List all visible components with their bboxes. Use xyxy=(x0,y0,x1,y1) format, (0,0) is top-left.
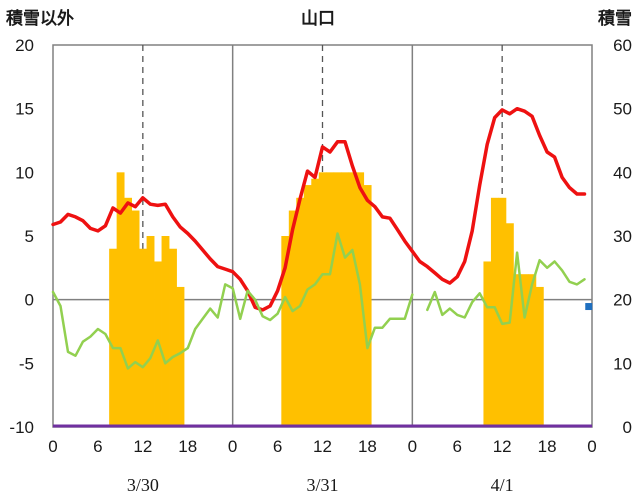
snow-bar xyxy=(333,172,342,427)
snow-bar xyxy=(341,172,350,427)
snow-bar xyxy=(363,185,372,427)
left-tick-label: 20 xyxy=(15,36,34,55)
right-axis-label: 積雪 xyxy=(598,8,632,29)
green-series-line xyxy=(426,251,586,326)
right-tick-label: 60 xyxy=(613,36,632,55)
snow-bar xyxy=(296,197,305,427)
snow-bar xyxy=(513,274,522,427)
snow-bar xyxy=(146,236,155,427)
x-tick-label: 0 xyxy=(408,437,417,456)
snow-bar xyxy=(498,197,507,427)
x-tick-label: 12 xyxy=(313,437,332,456)
left-tick-label: -10 xyxy=(9,418,34,437)
x-tick-label: 6 xyxy=(273,437,282,456)
left-tick-label: 15 xyxy=(15,100,34,119)
snow-bar xyxy=(348,172,357,427)
day-labels: 3/30 3/31 4/1 xyxy=(127,475,514,495)
left-tick-label: -5 xyxy=(19,354,34,373)
right-tick-label: 20 xyxy=(613,291,632,310)
snow-bar xyxy=(505,223,514,427)
snow-bar xyxy=(161,236,170,427)
day-label: 3/31 xyxy=(306,475,338,495)
x-tick-label: 0 xyxy=(587,437,596,456)
right-tick-label: 10 xyxy=(613,354,632,373)
red-series-line xyxy=(51,106,587,312)
snow-bar xyxy=(528,274,537,427)
snow-bar xyxy=(311,178,320,427)
series-lines xyxy=(51,106,593,428)
right-tick-labels: 60 50 40 30 20 10 0 xyxy=(613,36,632,437)
right-tick-label: 0 xyxy=(623,418,632,437)
snow-bar xyxy=(131,210,140,427)
left-tick-label: 5 xyxy=(25,227,34,246)
x-tick-label: 12 xyxy=(133,437,152,456)
snow-bar xyxy=(169,248,177,427)
marker-point xyxy=(585,303,593,311)
right-tick-label: 30 xyxy=(613,227,632,246)
snow-bar xyxy=(116,172,125,427)
snow-bar xyxy=(288,210,297,427)
x-tick-label: 0 xyxy=(48,437,57,456)
right-tick-label: 40 xyxy=(613,163,632,182)
snow-bar xyxy=(356,172,365,427)
left-tick-labels: 20 15 10 5 0 -5 -10 xyxy=(9,36,34,437)
green-series-line xyxy=(51,232,414,370)
snow-bar xyxy=(139,248,147,427)
snow-bar xyxy=(535,286,544,427)
x-tick-label: 18 xyxy=(358,437,377,456)
snow-bar xyxy=(109,248,118,427)
snow-bar xyxy=(176,286,185,427)
snow-bar xyxy=(520,274,529,427)
snow-bar xyxy=(303,185,312,427)
right-tick-label: 50 xyxy=(613,100,632,119)
snow-bar xyxy=(326,172,335,427)
left-tick-label: 0 xyxy=(25,291,34,310)
x-tick-label: 18 xyxy=(538,437,557,456)
x-tick-label: 18 xyxy=(178,437,197,456)
left-axis-label: 積雪以外 xyxy=(6,8,74,29)
snow-bar xyxy=(318,172,327,427)
left-tick-label: 10 xyxy=(15,163,34,182)
chart-title: 山口 xyxy=(301,9,335,29)
snow-bar xyxy=(483,261,492,427)
x-tick-labels: 0 6 12 18 0 6 12 18 0 6 12 18 0 xyxy=(48,437,596,456)
x-tick-label: 0 xyxy=(228,437,237,456)
snow-bar xyxy=(124,197,133,427)
x-tick-label: 6 xyxy=(453,437,462,456)
snow-bar xyxy=(281,236,290,427)
day-label: 3/30 xyxy=(127,475,159,495)
snow-bars xyxy=(109,172,544,427)
snow-bar xyxy=(490,197,499,427)
day-label: 4/1 xyxy=(491,475,514,495)
x-tick-label: 12 xyxy=(493,437,512,456)
x-tick-label: 6 xyxy=(93,437,102,456)
